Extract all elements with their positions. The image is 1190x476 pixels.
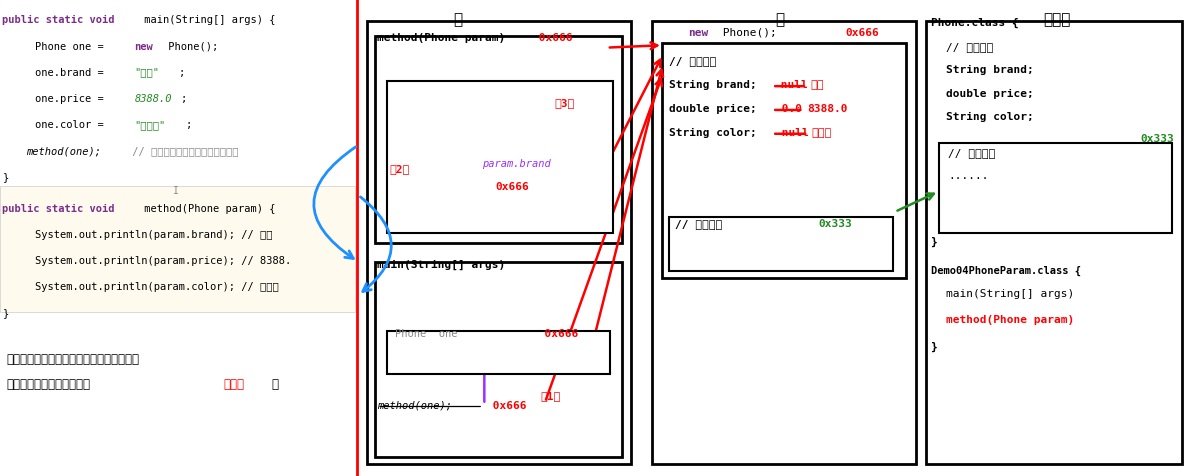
Text: 堆: 堆 (775, 12, 784, 27)
Text: System.out.println(param.color); // 土豪金: System.out.println(param.color); // 土豪金 (10, 282, 278, 292)
Text: // 成员变量: // 成员变量 (669, 56, 716, 66)
Text: main(String[] args): main(String[] args) (377, 259, 506, 270)
Text: null: null (775, 128, 808, 138)
Text: method(one);: method(one); (377, 401, 452, 411)
Text: ;: ; (181, 94, 187, 104)
Bar (0, 186, 355, 312)
Text: new: new (688, 28, 708, 38)
Text: 方法区: 方法区 (1042, 12, 1071, 27)
Text: 0x333: 0x333 (819, 219, 852, 229)
Text: "苹果": "苹果" (134, 68, 159, 78)
Text: 【3】: 【3】 (555, 98, 575, 108)
Text: one.price =: one.price = (10, 94, 109, 104)
Text: main(String[] args): main(String[] args) (946, 289, 1075, 299)
Text: String brand;: String brand; (946, 65, 1034, 75)
Text: method(Phone param) {: method(Phone param) { (138, 204, 276, 214)
Text: String color;: String color; (669, 128, 757, 138)
Text: String brand;: String brand; (669, 80, 757, 90)
Text: 0x666: 0x666 (532, 33, 572, 43)
Text: 栈: 栈 (453, 12, 463, 27)
FancyArrowPatch shape (361, 197, 392, 291)
Text: method(Phone param): method(Phone param) (377, 33, 506, 43)
Text: public static void: public static void (2, 15, 115, 25)
Text: I: I (173, 186, 178, 196)
Text: 0x666: 0x666 (486, 401, 526, 411)
Text: param.brand: param.brand (482, 159, 551, 169)
Text: Phone  one: Phone one (395, 329, 458, 339)
Text: main(String[] args) {: main(String[] args) { (138, 15, 276, 25)
Bar (669, 217, 892, 271)
Text: Phone();: Phone(); (162, 42, 218, 52)
Bar (375, 262, 622, 457)
Text: Phone one =: Phone one = (10, 42, 109, 52)
Text: ......: ...... (948, 171, 989, 181)
Bar (939, 143, 1172, 233)
Text: Demo04PhoneParam.class {: Demo04PhoneParam.class { (931, 266, 1081, 276)
FancyArrowPatch shape (314, 147, 356, 258)
Text: ;: ; (186, 120, 192, 130)
Text: one.brand =: one.brand = (10, 68, 109, 78)
Bar (387, 81, 613, 233)
Text: // 成员方法: // 成员方法 (948, 149, 996, 159)
Text: 0x333: 0x333 (1140, 134, 1173, 144)
Text: String color;: String color; (946, 112, 1034, 122)
Text: 苹果: 苹果 (810, 80, 823, 90)
Text: // 传递进去的参数其实就是地址值: // 传递进去的参数其实就是地址值 (126, 146, 239, 156)
Text: 0x666: 0x666 (845, 28, 878, 38)
Text: }: } (931, 342, 938, 352)
Text: "土豪金": "土豪金" (134, 120, 165, 130)
Text: double price;: double price; (946, 89, 1034, 99)
Text: 。: 。 (271, 378, 278, 391)
Text: 土豪金: 土豪金 (812, 128, 832, 138)
Text: public static void: public static void (2, 204, 115, 214)
Text: 0x666: 0x666 (495, 182, 528, 192)
Text: method(one);: method(one); (26, 146, 101, 156)
Text: 8388.0: 8388.0 (134, 94, 173, 104)
Bar (387, 331, 610, 374)
Text: Phone.class {: Phone.class { (931, 18, 1019, 28)
Text: 当一个对象作为参数，传递到方法当中时，: 当一个对象作为参数，传递到方法当中时， (6, 353, 139, 366)
Text: Phone();: Phone(); (716, 28, 777, 38)
Text: one.color =: one.color = (10, 120, 109, 130)
Bar (926, 21, 1182, 464)
Bar (662, 43, 906, 278)
Bar (367, 21, 631, 464)
Text: 0x666: 0x666 (531, 329, 578, 339)
Text: method(Phone param): method(Phone param) (946, 315, 1075, 325)
Bar (652, 21, 916, 464)
Text: System.out.println(param.price); // 8388.: System.out.println(param.price); // 8388… (10, 256, 290, 266)
Text: }: } (2, 172, 8, 182)
Text: }: } (2, 308, 8, 318)
Text: 0.0: 0.0 (775, 104, 802, 114)
Text: }: } (931, 237, 938, 247)
Text: 地址值: 地址值 (224, 378, 245, 391)
Text: double price;: double price; (669, 104, 757, 114)
Text: 【2】: 【2】 (389, 164, 409, 174)
Text: // 成员变量: // 成员变量 (946, 42, 994, 52)
Text: new: new (134, 42, 154, 52)
Text: 实际上传递进去的是对象的: 实际上传递进去的是对象的 (6, 378, 90, 391)
Text: ;: ; (178, 68, 184, 78)
Bar (375, 36, 622, 243)
Text: 8388.0: 8388.0 (807, 104, 847, 114)
Text: 【1】: 【1】 (540, 391, 560, 401)
Text: // 成员方法: // 成员方法 (675, 219, 722, 229)
Text: null: null (774, 80, 807, 90)
Text: System.out.println(param.brand); // 苹果: System.out.println(param.brand); // 苹果 (10, 230, 273, 240)
